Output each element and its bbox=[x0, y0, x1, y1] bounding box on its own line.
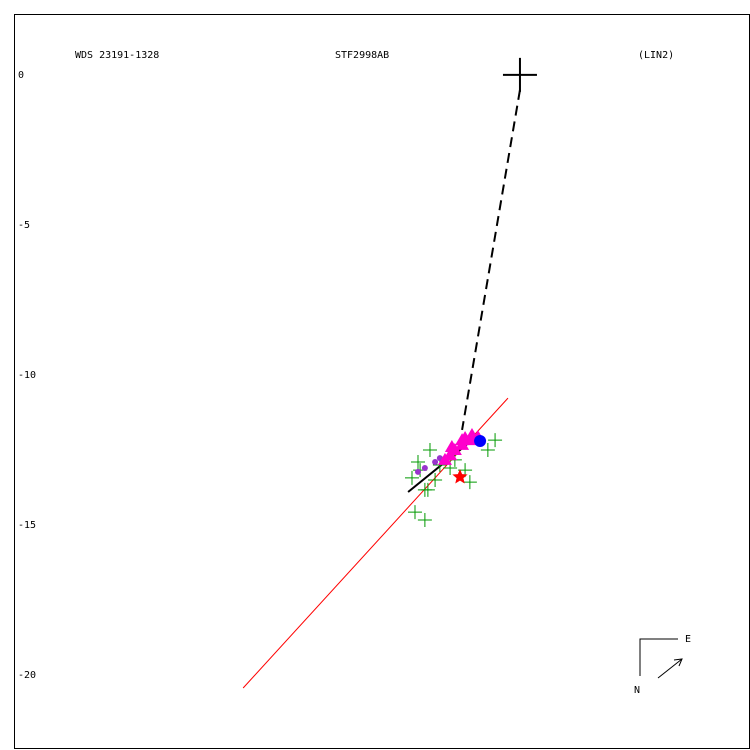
plot-frame bbox=[14, 14, 750, 749]
observation bbox=[428, 473, 443, 488]
periastron bbox=[452, 469, 468, 484]
observation bbox=[437, 452, 452, 465]
observation bbox=[407, 505, 422, 520]
compass-north: N bbox=[634, 685, 640, 696]
compass-arrow bbox=[657, 658, 683, 679]
observation bbox=[414, 468, 421, 475]
y-tick-label: -5 bbox=[18, 220, 30, 231]
observation bbox=[417, 512, 432, 527]
compass-east: E bbox=[685, 634, 691, 645]
annotation: (LIN2) bbox=[638, 50, 674, 61]
primary-star bbox=[502, 57, 537, 92]
fit-line bbox=[407, 441, 471, 493]
observation bbox=[444, 440, 459, 453]
observation bbox=[420, 482, 435, 497]
compass-arrowhead bbox=[673, 658, 683, 667]
observation bbox=[458, 431, 473, 444]
y-tick-label: -20 bbox=[18, 670, 36, 681]
current-position bbox=[474, 435, 487, 448]
fit-line bbox=[461, 89, 521, 431]
chart-subtitle: STF2998AB bbox=[335, 50, 389, 61]
observation bbox=[422, 443, 437, 458]
compass-axes bbox=[639, 638, 678, 676]
observation bbox=[432, 459, 439, 466]
y-tick-label: -10 bbox=[18, 370, 36, 381]
observation bbox=[410, 455, 425, 470]
observation bbox=[421, 465, 428, 472]
observation bbox=[480, 443, 495, 458]
observation bbox=[462, 475, 477, 490]
y-tick-label: 0 bbox=[18, 70, 24, 81]
observation bbox=[488, 433, 503, 448]
y-tick-label: -15 bbox=[18, 520, 36, 531]
observation bbox=[404, 470, 419, 485]
compass bbox=[639, 638, 683, 679]
chart-title: WDS 23191-1328 bbox=[75, 50, 159, 61]
